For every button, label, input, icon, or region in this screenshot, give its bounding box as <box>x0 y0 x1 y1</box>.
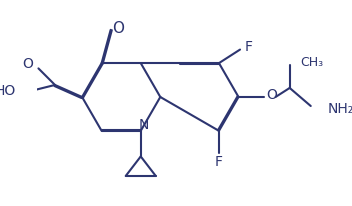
Text: O: O <box>266 89 277 102</box>
Text: NH₂: NH₂ <box>327 102 352 116</box>
Text: CH₃: CH₃ <box>300 56 323 69</box>
Text: N: N <box>139 118 149 132</box>
Text: O: O <box>112 21 124 36</box>
Text: HO: HO <box>0 84 16 98</box>
Text: F: F <box>215 156 223 170</box>
Text: F: F <box>245 40 253 54</box>
Text: O: O <box>23 57 33 71</box>
